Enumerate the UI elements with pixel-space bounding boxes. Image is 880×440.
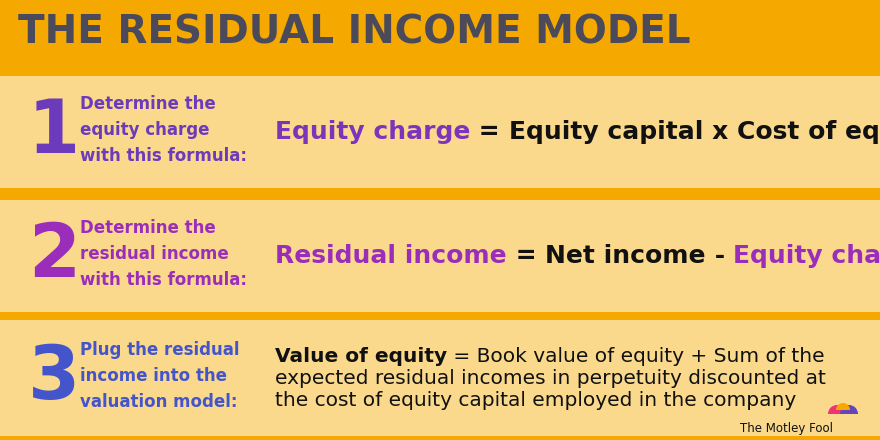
Text: THE RESIDUAL INCOME MODEL: THE RESIDUAL INCOME MODEL (18, 13, 691, 51)
Text: Plug the residual
income into the
valuation model:: Plug the residual income into the valuat… (80, 341, 239, 411)
Text: Determine the
residual income
with this formula:: Determine the residual income with this … (80, 219, 247, 290)
Text: Residual income: Residual income (275, 244, 507, 268)
Text: = Book value of equity + Sum of the: = Book value of equity + Sum of the (447, 347, 825, 366)
Bar (0, 200, 880, 312)
Text: 3: 3 (28, 341, 80, 414)
Text: Value of equity: Value of equity (275, 347, 447, 366)
Text: =: = (471, 120, 509, 144)
Text: expected residual incomes in perpetuity discounted at: expected residual incomes in perpetuity … (275, 369, 825, 388)
Text: Equity charge: Equity charge (733, 244, 880, 268)
Text: Determine the
equity charge
with this formula:: Determine the equity charge with this fo… (80, 95, 247, 165)
Wedge shape (828, 405, 846, 414)
Text: -: - (706, 244, 733, 268)
Text: 2: 2 (28, 220, 80, 293)
Text: =: = (507, 244, 545, 268)
Bar (0, 76, 880, 188)
Bar (0, 188, 880, 200)
Text: Equity capital x Cost of equity: Equity capital x Cost of equity (509, 120, 880, 144)
Text: The Motley Fool: The Motley Fool (740, 422, 833, 435)
Text: Equity charge: Equity charge (275, 120, 471, 144)
Text: Net income: Net income (545, 244, 706, 268)
Bar (0, 0, 880, 68)
Text: the cost of equity capital employed in the company: the cost of equity capital employed in t… (275, 391, 796, 410)
Wedge shape (840, 405, 858, 414)
Bar (0, 312, 880, 324)
Bar (0, 320, 880, 436)
Text: 1: 1 (28, 95, 80, 169)
Wedge shape (836, 403, 850, 410)
